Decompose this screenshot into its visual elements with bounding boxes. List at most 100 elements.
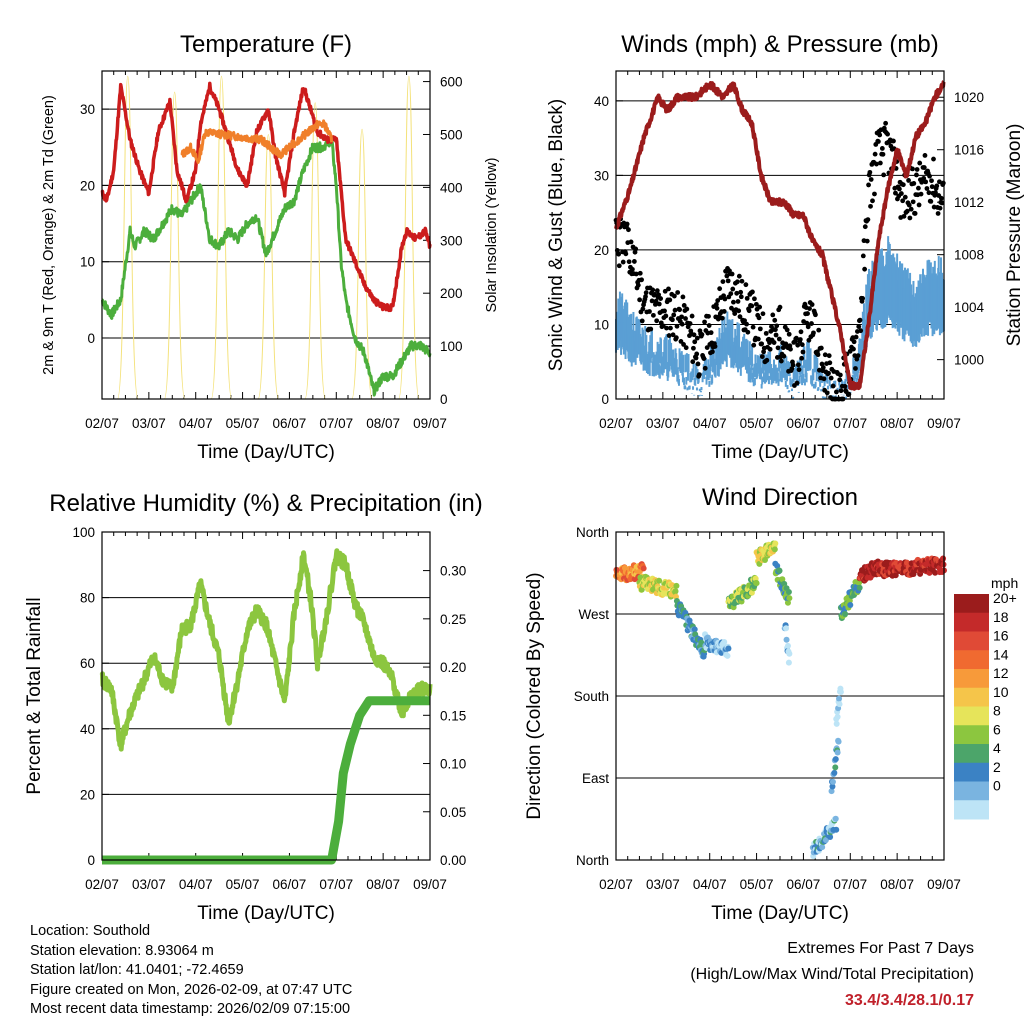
gust-point bbox=[742, 318, 747, 324]
gust-point bbox=[776, 336, 782, 342]
gust-point bbox=[795, 342, 801, 348]
gust-point bbox=[864, 238, 870, 244]
gust-point bbox=[935, 211, 941, 216]
gust-point bbox=[656, 301, 662, 307]
gust-point bbox=[862, 266, 868, 272]
x-tick-label: 07/07 bbox=[833, 416, 867, 431]
y-right-tick-label: 1004 bbox=[954, 300, 985, 315]
y-tick-label: 10 bbox=[594, 317, 609, 332]
gust-point bbox=[679, 314, 684, 320]
wind-direction-point bbox=[640, 565, 647, 572]
y-axis-label: Direction (Colored By Speed) bbox=[524, 572, 545, 819]
gust-point bbox=[794, 335, 799, 341]
humidity-line bbox=[99, 548, 433, 752]
t2m-line bbox=[100, 81, 432, 313]
colorbar-swatch bbox=[954, 706, 989, 726]
wind-direction-point bbox=[827, 833, 834, 840]
x-axis-label: Time (Day/UTC) bbox=[197, 442, 335, 463]
solar-insolation-peak bbox=[398, 75, 420, 400]
y-tick-label: 40 bbox=[594, 94, 609, 109]
y-right-tick-label: 1012 bbox=[954, 195, 984, 210]
x-tick-label: 09/07 bbox=[927, 877, 961, 892]
y-tick-label: South bbox=[574, 689, 609, 704]
gust-point bbox=[924, 186, 930, 191]
gust-point bbox=[784, 327, 790, 333]
y-right-axis-label: Station Pressure (Maroon) bbox=[1004, 124, 1024, 347]
gust-point bbox=[633, 246, 639, 252]
gust-point bbox=[796, 367, 802, 373]
humidity-chart: Relative Humidity (%) & Precipitation (i… bbox=[24, 490, 483, 924]
x-axis-label: Time (Day/UTC) bbox=[197, 903, 335, 924]
y-right-tick-label: 1008 bbox=[954, 248, 984, 263]
gust-point bbox=[731, 299, 736, 305]
x-tick-label: 09/07 bbox=[413, 877, 447, 892]
x-tick-label: 02/07 bbox=[85, 416, 119, 431]
solar-insolation-peak bbox=[210, 75, 233, 400]
gust-point bbox=[820, 365, 826, 370]
gust-point bbox=[653, 298, 659, 304]
gust-point bbox=[911, 181, 917, 186]
y-tick-label: 100 bbox=[72, 525, 95, 540]
gust-point bbox=[637, 270, 643, 276]
y-tick-label: North bbox=[576, 525, 609, 540]
gust-point bbox=[691, 345, 696, 351]
gust-point bbox=[855, 353, 861, 359]
gust-point bbox=[764, 357, 770, 363]
gust-point bbox=[788, 346, 793, 352]
colorbar-swatch bbox=[954, 800, 989, 820]
gust-point bbox=[772, 317, 778, 323]
gust-point bbox=[670, 332, 676, 338]
wind-direction-point bbox=[672, 588, 679, 595]
wind-direction-point bbox=[832, 764, 839, 771]
gust-point bbox=[752, 296, 757, 302]
extremes-box: Extremes For Past 7 Days (High/Low/Max W… bbox=[690, 936, 974, 1014]
gust-point bbox=[837, 377, 843, 383]
gust-point bbox=[681, 342, 686, 347]
gust-point bbox=[837, 372, 843, 378]
gust-point bbox=[872, 191, 877, 197]
gust-point bbox=[692, 339, 698, 345]
colorbar-label: 12 bbox=[993, 665, 1009, 681]
gust-point bbox=[931, 156, 936, 162]
gust-point bbox=[684, 306, 690, 312]
gust-point bbox=[717, 286, 723, 292]
gust-point bbox=[757, 326, 763, 332]
x-tick-label: 09/07 bbox=[413, 416, 447, 431]
gust-point bbox=[877, 160, 883, 166]
x-tick-label: 05/07 bbox=[740, 416, 774, 431]
colorbar-swatch bbox=[954, 650, 989, 670]
gust-point bbox=[860, 253, 866, 259]
gust-point bbox=[907, 215, 913, 221]
gust-point bbox=[870, 198, 875, 204]
gust-point bbox=[923, 179, 929, 185]
gust-point bbox=[868, 203, 873, 209]
x-tick-label: 06/07 bbox=[787, 416, 821, 431]
gust-point bbox=[805, 324, 811, 330]
y-right-tick-label: 200 bbox=[440, 286, 463, 301]
gust-point bbox=[912, 211, 918, 216]
colorbar-label: 10 bbox=[993, 684, 1009, 700]
gust-point bbox=[781, 353, 787, 359]
gust-point bbox=[881, 172, 887, 178]
gust-point bbox=[702, 319, 707, 325]
x-tick-label: 06/07 bbox=[273, 877, 307, 892]
gust-point bbox=[879, 146, 885, 151]
x-tick-label: 03/07 bbox=[646, 877, 680, 892]
x-tick-label: 07/07 bbox=[833, 877, 867, 892]
gust-point bbox=[635, 282, 641, 288]
gust-point bbox=[739, 278, 745, 284]
plot-border bbox=[615, 70, 945, 400]
y-axis-label: Sonic Wind & Gust (Blue, Black) bbox=[546, 99, 567, 371]
wind-direction-point bbox=[637, 574, 644, 581]
gust-point bbox=[777, 304, 783, 310]
wind-direction-point bbox=[831, 769, 838, 776]
gust-point bbox=[824, 390, 830, 396]
gust-point bbox=[790, 362, 796, 368]
colorbar-label: 14 bbox=[993, 646, 1009, 662]
gust-point bbox=[877, 132, 883, 138]
gust-point bbox=[753, 301, 759, 307]
solar-insolation-peak bbox=[351, 128, 373, 400]
wind-direction-point bbox=[786, 650, 793, 657]
colorbar-label: 6 bbox=[993, 721, 1001, 737]
temperature-chart: Temperature (F) Time (Day/UTC) 02/07 03/07 0… bbox=[41, 31, 500, 463]
